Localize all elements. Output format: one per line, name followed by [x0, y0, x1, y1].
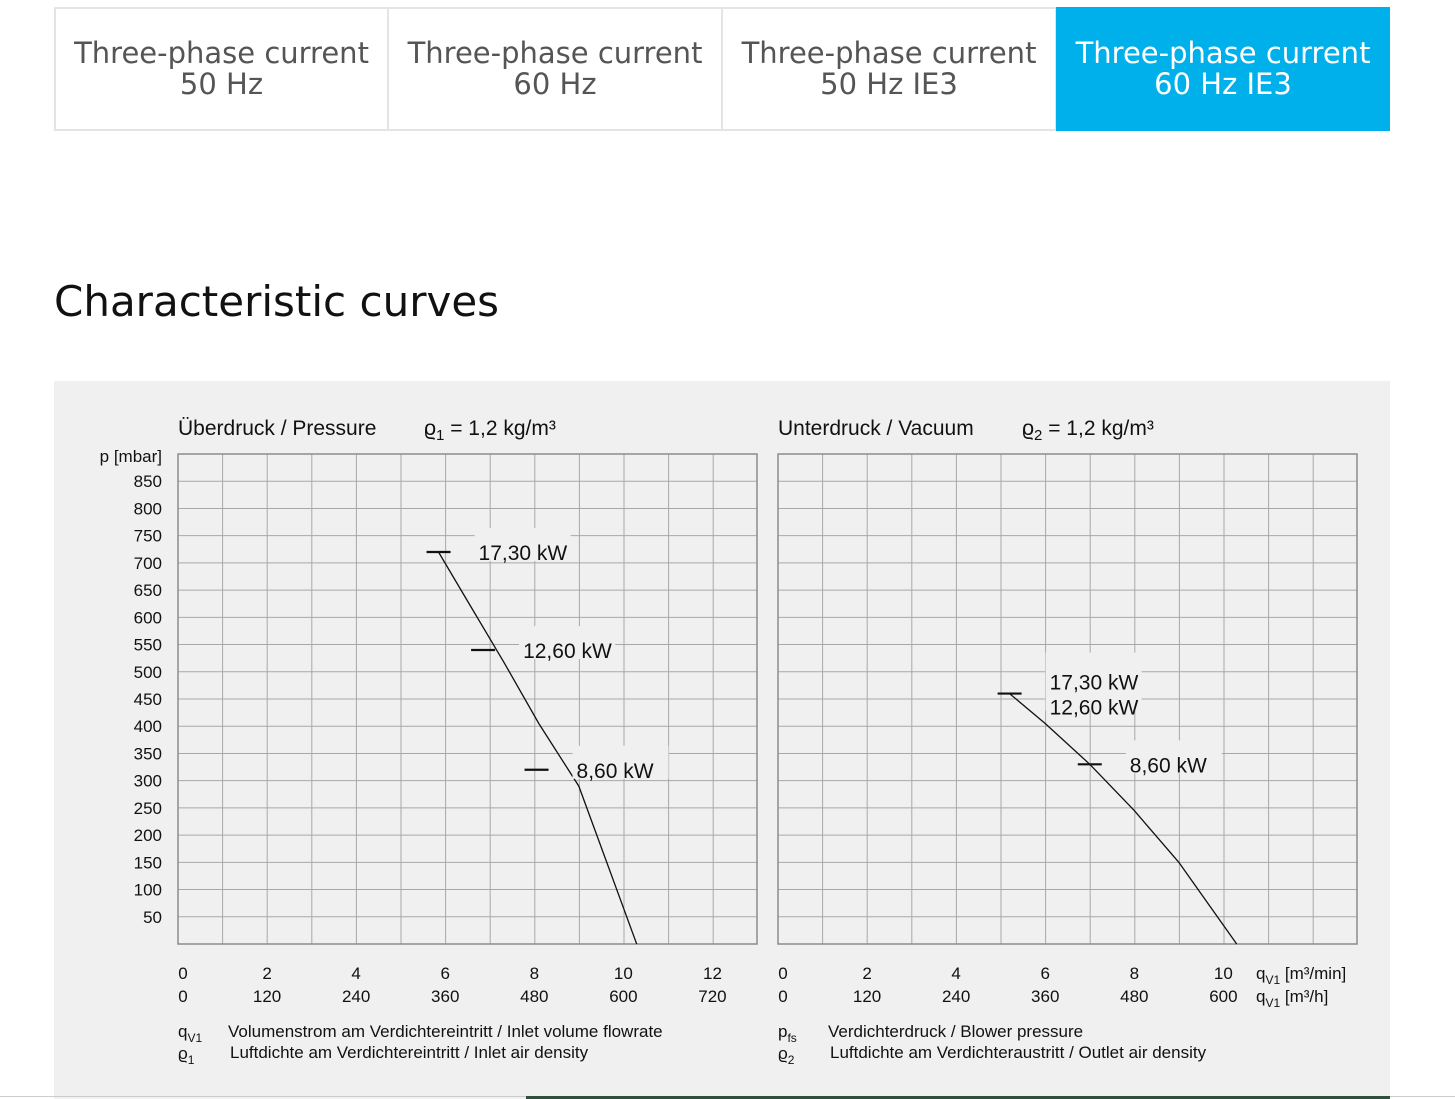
power-label-bg [474, 528, 571, 561]
x-tick-label-h: 120 [253, 987, 281, 1006]
tab-label-line1: Three-phase current [74, 36, 369, 70]
chart-title: Überdruck / Pressure [178, 417, 376, 440]
tab-bar: Three-phase current 50 Hz Three-phase cu… [54, 7, 1390, 131]
legend-symbol: ϱ1 [178, 1044, 195, 1067]
y-tick-label: 400 [134, 717, 162, 736]
characteristic-curves-chart: Überdruck / Pressure ϱ1 = 1,2 kg/m³ p [mba… [100, 417, 1358, 1067]
tab-label-line2: 50 Hz [179, 67, 264, 101]
plot-frame [777, 453, 1358, 945]
y-tick-label: 250 [134, 799, 162, 818]
x-tick-label-h: 720 [698, 987, 726, 1006]
density-label: ϱ1 = 1,2 kg/m³ [424, 417, 556, 444]
y-axis-label: p [mbar] [100, 447, 162, 466]
y-tick-label: 550 [134, 636, 162, 655]
power-label: 8,60 kW [1130, 754, 1207, 777]
x-tick-label-h: 240 [942, 987, 970, 1006]
y-tick-label: 500 [134, 663, 162, 682]
y-tick-label: 700 [134, 554, 162, 573]
x-tick-label-min: 10 [614, 964, 633, 983]
y-tick-label: 750 [134, 527, 162, 546]
y-tick-label: 300 [134, 772, 162, 791]
tab-label-line1: Three-phase current [741, 36, 1037, 70]
plot-frame [177, 453, 758, 945]
x-tick-label-min: 2 [862, 964, 871, 983]
x-tick-label-h: 360 [1031, 987, 1059, 1006]
legend-text: Luftdichte am Verdichteraustritt / Outle… [830, 1043, 1207, 1062]
y-tick-label: 850 [134, 472, 162, 491]
x-tick-label-min: 8 [530, 964, 539, 983]
x-tick-label-h: 240 [342, 987, 370, 1006]
tab-label-line2: 60 Hz IE3 [1154, 67, 1292, 101]
characteristic-curves-panel: Überdruck / Pressure ϱ1 = 1,2 kg/m³ p [mba… [54, 381, 1390, 1099]
legend-text: Luftdichte am Verdichtereintritt / Inlet… [230, 1043, 589, 1062]
tab-label-line1: Three-phase current [407, 36, 703, 70]
x-tick-label-min: 6 [440, 964, 449, 983]
x-tick-label-min: 8 [1130, 964, 1139, 983]
legend-symbol: pfs [778, 1022, 797, 1045]
footer-accent-bar [526, 1096, 1390, 1099]
x-tick-label-h: 480 [1120, 987, 1148, 1006]
legend-text: Verdichterdruck / Blower pressure [828, 1022, 1083, 1041]
y-tick-label: 800 [134, 499, 162, 518]
x-tick-label-h: 360 [431, 987, 459, 1006]
power-label-bg [1045, 652, 1142, 711]
y-tick-label: 650 [134, 581, 162, 600]
x-tick-label-min: 2 [262, 964, 271, 983]
y-tick-label: 450 [134, 690, 162, 709]
chart-title: Unterdruck / Vacuum [778, 417, 974, 440]
y-tick-label: 600 [134, 608, 162, 627]
power-label: 17,30 kW [479, 542, 568, 565]
y-tick-label: 100 [134, 881, 162, 900]
legend-symbol: qV1 [178, 1022, 202, 1045]
power-label-bg [1125, 740, 1222, 774]
tab-three-phase-50hz-ie3[interactable]: Three-phase current 50 Hz IE3 [722, 7, 1056, 131]
section-title: Characteristic curves [54, 277, 500, 326]
x-tick-label-min: 0 [778, 964, 787, 983]
x-tick-label-min: 12 [703, 964, 722, 983]
x-tick-label-min: 10 [1214, 964, 1233, 983]
x-tick-label-min: 0 [178, 964, 187, 983]
x-tick-label-min: 4 [951, 964, 960, 983]
power-label-bg [519, 626, 616, 659]
x-tick-label-min: 6 [1040, 964, 1049, 983]
y-tick-label: 50 [143, 908, 162, 927]
characteristic-curve [1009, 693, 1238, 945]
tab-three-phase-60hz-ie3[interactable]: Three-phase current 60 Hz IE3 [1056, 7, 1390, 131]
power-label: 12,60 kW [1050, 697, 1139, 720]
x-tick-label-h: 0 [778, 987, 787, 1006]
characteristic-curve [437, 551, 638, 945]
x-tick-label-h: 120 [853, 987, 881, 1006]
legend-symbol: ϱ2 [778, 1044, 795, 1067]
legend-text: Volumenstrom am Verdichtereintritt / Inl… [228, 1022, 663, 1041]
x-tick-label-min: 4 [351, 964, 360, 983]
tab-label-line2: 50 Hz IE3 [820, 67, 958, 101]
power-label: 17,30 kW [1050, 672, 1139, 695]
power-label: 12,60 kW [523, 640, 612, 663]
tab-three-phase-50hz[interactable]: Three-phase current 50 Hz [54, 7, 388, 131]
tab-three-phase-60hz[interactable]: Three-phase current 60 Hz [388, 7, 722, 131]
x-axis-unit-h: qV1 [m³/h] [1256, 987, 1328, 1010]
x-tick-label-h: 600 [1209, 987, 1237, 1006]
x-tick-label-h: 0 [178, 987, 187, 1006]
density-label: ϱ2 = 1,2 kg/m³ [1022, 417, 1154, 444]
y-tick-label: 200 [134, 826, 162, 845]
x-tick-label-h: 480 [520, 987, 548, 1006]
tab-label-line1: Three-phase current [1075, 36, 1371, 70]
power-label: 8,60 kW [577, 760, 654, 783]
y-tick-label: 350 [134, 744, 162, 763]
x-tick-label-h: 600 [609, 987, 637, 1006]
tab-label-line2: 60 Hz [513, 67, 597, 101]
power-label-bg [572, 745, 669, 779]
y-tick-label: 150 [134, 853, 162, 872]
x-axis-unit-min: qV1 [m³/min] [1256, 964, 1346, 987]
